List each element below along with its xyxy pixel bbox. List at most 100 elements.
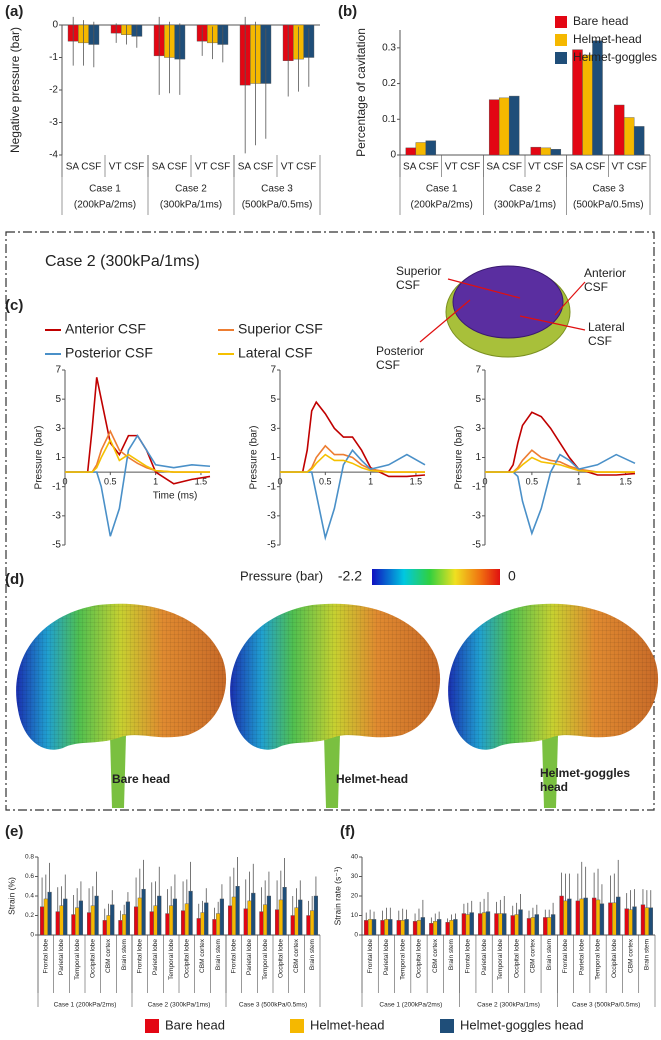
- x-tick-label: Occipital lobe: [611, 939, 618, 978]
- y-tick-label: 3: [270, 423, 276, 434]
- bar: [591, 897, 597, 936]
- line: [485, 456, 635, 473]
- bar: [306, 915, 311, 936]
- bar: [453, 919, 458, 936]
- x-tick-label: 0: [62, 476, 67, 486]
- bar: [188, 890, 193, 936]
- bar: [648, 907, 653, 936]
- x-tick-label: Temporal lobe: [262, 939, 269, 980]
- bar: [465, 914, 470, 936]
- x-tick-label: SA CSF: [570, 162, 606, 173]
- x-tick-label: CBM cortex: [199, 938, 206, 973]
- bar: [498, 913, 503, 936]
- x-tick-label: 0.5: [319, 476, 332, 486]
- panel-letter: (b): [338, 3, 357, 20]
- bar: [137, 897, 142, 936]
- bar: [71, 914, 76, 936]
- legend-label: Bare head: [165, 1017, 225, 1032]
- y-axis-label: Strain rate (s⁻¹): [332, 866, 342, 925]
- line: [280, 453, 425, 473]
- bar: [90, 905, 95, 936]
- bar: [563, 900, 568, 936]
- legend-label: Helmet-head: [310, 1017, 384, 1032]
- group-label: Case 3 (500kPa/0.5ms): [239, 1002, 307, 1009]
- bar: [367, 919, 373, 936]
- bar: [384, 919, 389, 936]
- bar: [247, 900, 252, 936]
- bar: [165, 913, 170, 936]
- bar: [278, 899, 283, 936]
- x-tick-label: CBM cortex: [105, 938, 112, 973]
- bar: [412, 921, 418, 936]
- structure-label: Superior CSF: [396, 264, 442, 293]
- legend-swatch: [555, 16, 567, 28]
- x-tick-label: Occipital lobe: [278, 939, 285, 978]
- x-tick-label: 1: [368, 476, 373, 486]
- bar: [364, 920, 369, 936]
- y-tick-label: 0: [390, 150, 396, 161]
- y-tick-label: 0.4: [25, 893, 34, 900]
- bar: [388, 919, 393, 936]
- bar: [141, 888, 146, 936]
- caption: Helmet-head: [336, 772, 409, 786]
- bar: [227, 905, 233, 936]
- bar: [180, 910, 186, 936]
- x-tick-label: Brain stem: [215, 939, 222, 970]
- bar: [582, 54, 593, 156]
- bar: [251, 892, 256, 936]
- bar: [633, 126, 645, 156]
- bar: [396, 920, 401, 936]
- x-tick-label: SA CSF: [238, 162, 274, 173]
- bar: [75, 907, 80, 936]
- bar: [416, 920, 422, 936]
- x-tick-label: VT CSF: [445, 162, 480, 173]
- group-label: Case 1: [89, 184, 121, 195]
- y-tick-label: 7: [475, 365, 481, 376]
- bar: [437, 919, 442, 936]
- line: [485, 449, 635, 473]
- bar: [595, 899, 601, 936]
- bar: [204, 902, 209, 936]
- bar: [118, 920, 123, 936]
- bar: [433, 921, 438, 936]
- x-tick-label: Frontal lobe: [465, 939, 472, 974]
- x-tick-label: Temporal lobe: [168, 939, 175, 980]
- legend-label: Lateral CSF: [238, 345, 313, 361]
- x-tick-label: 1.5: [619, 476, 632, 486]
- colorbar-min: -2.2: [338, 568, 362, 584]
- legend-swatch: [290, 1019, 304, 1033]
- bar: [461, 913, 467, 936]
- legend-swatch: [145, 1019, 159, 1033]
- bar: [200, 912, 205, 936]
- panel-letter: (a): [5, 3, 23, 20]
- panel-letter: (f): [340, 823, 355, 840]
- panel-letter: (c): [5, 297, 23, 314]
- bar: [420, 917, 426, 936]
- y-tick-label: 0: [354, 932, 358, 939]
- bar: [94, 895, 99, 936]
- bar: [102, 920, 107, 936]
- group-label: Case 3 (500kPa/0.5ms): [572, 1002, 640, 1009]
- group-label: Case 2: [175, 184, 207, 195]
- y-tick-label: 5: [55, 394, 61, 405]
- bar: [63, 898, 68, 936]
- y-axis-label: Pressure (bar): [454, 426, 465, 490]
- bar: [502, 913, 507, 936]
- y-axis-label: Strain (%): [6, 877, 16, 915]
- y-tick-label: 30: [351, 873, 359, 880]
- x-tick-label: 0.5: [526, 476, 539, 486]
- legend-swatch: [555, 52, 567, 64]
- x-tick-label: Brain stem: [121, 939, 128, 970]
- brain-models: [16, 603, 659, 808]
- caption: Bare head: [112, 772, 171, 786]
- csf-model: [419, 265, 586, 358]
- x-tick-label: Frontal lobe: [43, 939, 50, 974]
- bar: [572, 49, 583, 156]
- structure-label: Lateral CSF: [588, 320, 625, 349]
- bar: [133, 906, 139, 936]
- x-tick-label: Brain stem: [546, 939, 553, 970]
- x-tick-label: Frontal lobe: [231, 939, 238, 974]
- group-label: Case 1: [426, 184, 458, 195]
- x-tick-label: CBM cortex: [293, 938, 300, 973]
- bar: [55, 911, 60, 936]
